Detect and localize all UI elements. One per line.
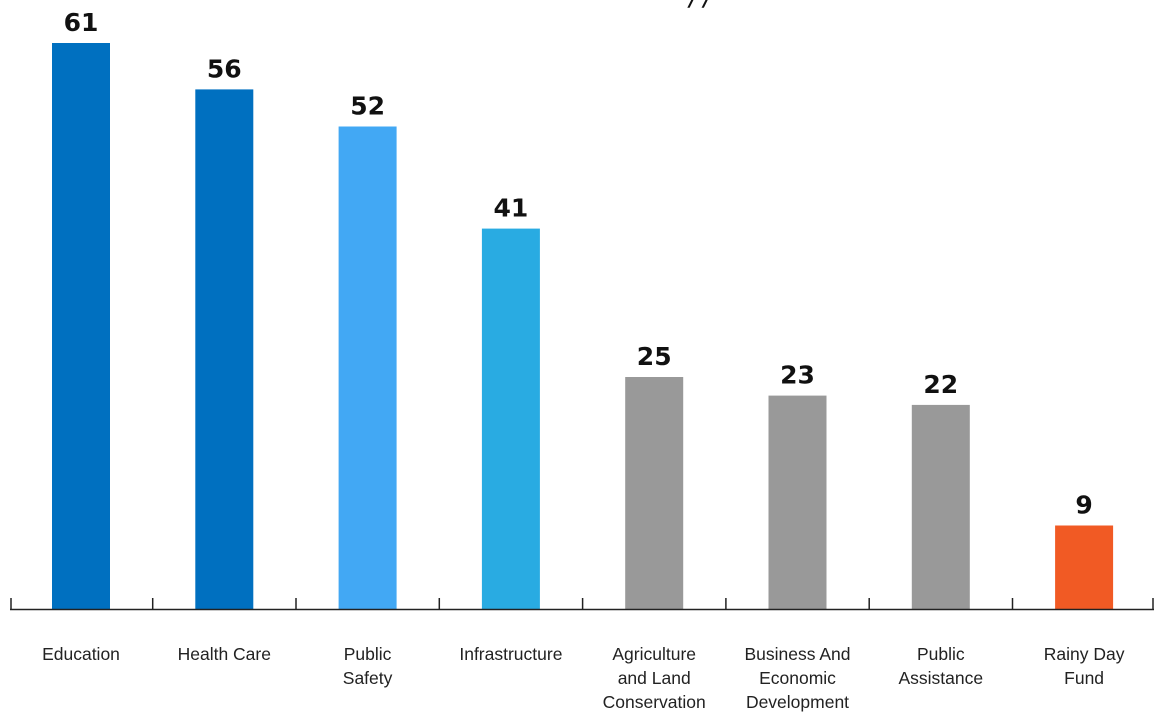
category-label-line: Infrastructure <box>459 644 562 664</box>
value-label-2: 52 <box>350 92 385 121</box>
bar-4 <box>625 377 684 609</box>
category-label-line: Conservation <box>603 692 706 712</box>
category-label-0: Education <box>42 644 120 664</box>
bars-group <box>52 43 1114 609</box>
category-label-3: Infrastructure <box>459 644 562 664</box>
category-label-line: Agriculture <box>612 644 696 664</box>
value-label-3: 41 <box>494 194 529 223</box>
category-label-line: Rainy Day <box>1044 644 1125 664</box>
category-label-line: Public <box>344 644 392 664</box>
category-label-6: Public Assistance <box>898 644 983 688</box>
category-label-5: Business And Economic Development <box>744 644 850 712</box>
category-label-line: Public <box>917 644 965 664</box>
category-label-line: Economic <box>759 668 836 688</box>
value-label-4: 25 <box>637 342 672 371</box>
category-label-line: Development <box>746 692 849 712</box>
value-labels-group: 61 56 52 41 25 23 22 9 <box>64 8 1093 520</box>
value-label-0: 61 <box>64 8 99 37</box>
x-axis <box>10 598 1154 611</box>
value-label-6: 22 <box>923 370 958 399</box>
bar-7 <box>1055 525 1114 609</box>
bar-2 <box>338 126 397 609</box>
value-label-7: 9 <box>1075 491 1092 520</box>
chart-title-fragment: / / <box>687 0 712 11</box>
bar-5 <box>768 395 827 609</box>
value-label-1: 56 <box>207 54 242 83</box>
category-label-line: Education <box>42 644 120 664</box>
category-label-line: Safety <box>343 668 393 688</box>
category-label-line: Health Care <box>178 644 271 664</box>
category-label-line: Fund <box>1064 668 1104 688</box>
category-label-line: Assistance <box>898 668 983 688</box>
bar-6 <box>911 404 970 609</box>
category-label-1: Health Care <box>178 644 271 664</box>
category-label-4: Agriculture and Land Conservation <box>603 644 706 712</box>
category-label-line: Business And <box>744 644 850 664</box>
category-label-line: and Land <box>618 668 691 688</box>
category-label-7: Rainy Day Fund <box>1044 644 1125 688</box>
bar-0 <box>52 43 110 609</box>
category-labels-group: Education Health Care Public Safety Infrastr… <box>42 644 1125 712</box>
bar-1 <box>195 89 254 609</box>
value-label-5: 23 <box>780 361 815 390</box>
category-label-2: Public Safety <box>343 644 393 688</box>
bar-3 <box>481 228 540 609</box>
